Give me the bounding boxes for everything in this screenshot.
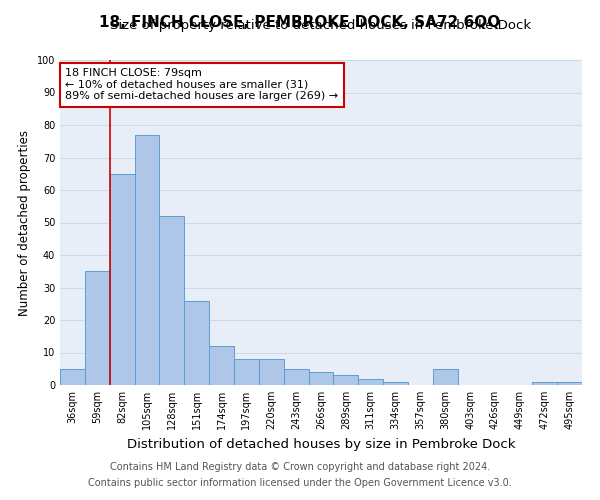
Bar xyxy=(134,134,160,385)
Y-axis label: Number of detached properties: Number of detached properties xyxy=(18,130,31,316)
Bar xyxy=(209,346,234,385)
X-axis label: Distribution of detached houses by size in Pembroke Dock: Distribution of detached houses by size … xyxy=(127,438,515,450)
Bar xyxy=(383,382,408,385)
Bar xyxy=(234,359,259,385)
Bar xyxy=(334,375,358,385)
Bar xyxy=(358,378,383,385)
Bar xyxy=(160,216,184,385)
Bar xyxy=(60,369,85,385)
Bar xyxy=(259,359,284,385)
Bar xyxy=(532,382,557,385)
Text: Contains public sector information licensed under the Open Government Licence v3: Contains public sector information licen… xyxy=(88,478,512,488)
Text: 18, FINCH CLOSE, PEMBROKE DOCK, SA72 6QQ: 18, FINCH CLOSE, PEMBROKE DOCK, SA72 6QQ xyxy=(100,15,500,30)
Bar xyxy=(85,271,110,385)
Title: Size of property relative to detached houses in Pembroke Dock: Size of property relative to detached ho… xyxy=(110,20,532,32)
Bar xyxy=(284,369,308,385)
Bar xyxy=(433,369,458,385)
Bar xyxy=(110,174,134,385)
Bar xyxy=(184,300,209,385)
Text: 18 FINCH CLOSE: 79sqm
← 10% of detached houses are smaller (31)
89% of semi-deta: 18 FINCH CLOSE: 79sqm ← 10% of detached … xyxy=(65,68,338,102)
Text: Contains HM Land Registry data © Crown copyright and database right 2024.: Contains HM Land Registry data © Crown c… xyxy=(110,462,490,472)
Bar xyxy=(557,382,582,385)
Bar xyxy=(308,372,334,385)
